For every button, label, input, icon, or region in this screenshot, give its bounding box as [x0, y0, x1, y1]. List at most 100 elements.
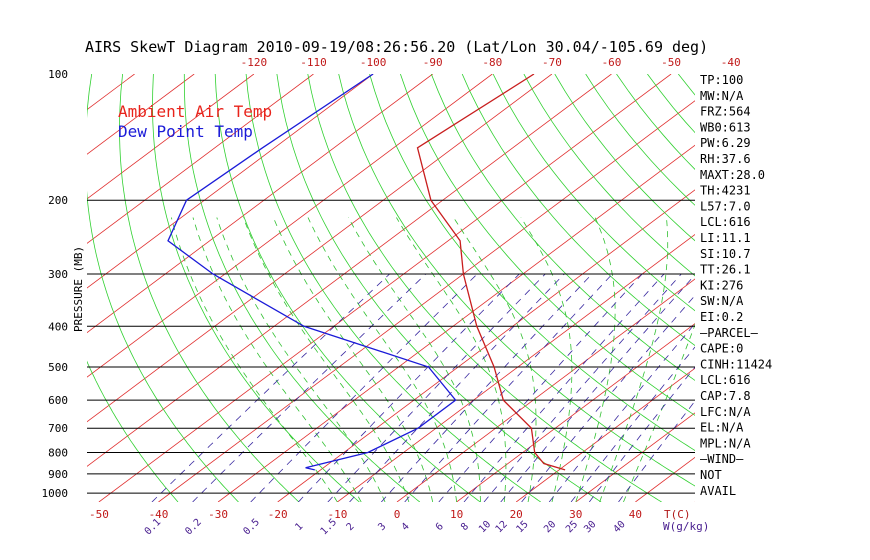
index-label: AVAIL	[700, 484, 736, 498]
mixing-ratio-tick-label: 25	[564, 519, 580, 535]
moist-adiabat-line	[242, 217, 410, 502]
index-label: NOT	[700, 468, 722, 482]
moist-adiabat-line	[171, 217, 338, 502]
bottom-temp-tick-labels: -50 -40 -30 -20 -10 0 10 20 30 40	[89, 508, 642, 521]
bottom-temp-tick-label: 20	[510, 508, 523, 521]
mixing-ratio-tick-label: 0.2	[183, 517, 204, 538]
isotherm-line	[87, 74, 195, 155]
mixing-ratio-tick-label: 40	[611, 519, 627, 535]
isotherm-line	[158, 100, 695, 502]
mixing-ratio-tick-label: 8	[459, 521, 471, 533]
isotherm-line	[87, 74, 314, 244]
moist-adiabat-line	[273, 217, 434, 502]
pressure-tick-label: 400	[48, 320, 68, 333]
dry-adiabat-line	[87, 74, 239, 502]
mixing-ratio-tick-label: 12	[494, 519, 510, 535]
legend-dew-point-temp: Dew Point Temp	[118, 122, 253, 141]
pressure-tick-label: 800	[48, 447, 68, 460]
isotherm-line	[635, 456, 695, 502]
bottom-temp-tick-label: 0	[394, 508, 401, 521]
moist-adiabat-line	[520, 217, 573, 502]
isotherm-line	[515, 367, 695, 502]
top-temp-tick-label: -40	[721, 56, 741, 69]
isotherm-lines	[87, 74, 695, 502]
moist-adiabat-line	[216, 217, 386, 502]
plot-area	[87, 74, 870, 502]
mixing-ratio-line	[298, 273, 520, 502]
pressure-tick-label: 600	[48, 394, 68, 407]
top-temp-tick-label: -60	[602, 56, 622, 69]
top-temp-tick-label: -80	[482, 56, 502, 69]
legend: Ambient Air Temp Dew Point Temp	[118, 102, 272, 141]
moist-adiabat-line	[192, 217, 362, 502]
dry-adiabat-line	[214, 74, 481, 502]
index-label: TT:26.1	[700, 263, 751, 277]
top-temp-tick-label: -120	[241, 56, 268, 69]
pressure-tick-label: 900	[48, 468, 68, 481]
dry-adiabat-line	[338, 74, 695, 487]
mixing-ratio-line	[521, 294, 695, 502]
mixing-ratio-tick-label: 10	[477, 519, 493, 535]
mixing-ratio-line	[463, 273, 665, 502]
index-label: RH:37.6	[700, 152, 751, 166]
top-temp-tick-label: -50	[661, 56, 681, 69]
isotherm-line	[337, 233, 695, 502]
dry-adiabat-line	[864, 74, 870, 502]
moist-adiabat-line	[453, 217, 537, 502]
top-temp-tick-labels: -120 -110 -100 -90 -80 -70 -60 -50 -40	[241, 56, 741, 69]
dry-adiabat-line	[647, 74, 695, 134]
dry-adiabat-line	[119, 74, 300, 502]
mixing-ratio-line	[381, 273, 593, 502]
mixing-ratio-tick-label: 0.5	[241, 517, 262, 538]
dry-adiabat-line	[369, 74, 695, 451]
bottom-temp-tick-label: -40	[149, 508, 169, 521]
isotherm-line	[87, 74, 433, 334]
mixing-ratio-tick-label: 1	[293, 521, 305, 533]
pressure-tick-label: 200	[48, 194, 68, 207]
mixing-ratio-line	[570, 346, 695, 502]
mixing-ratio-lines	[151, 273, 695, 502]
index-label: EI:0.2	[700, 310, 743, 324]
index-label: WB0:613	[700, 120, 751, 134]
isotherm-line	[217, 144, 695, 502]
pressure-tick-label: 300	[48, 268, 68, 281]
index-label: —PARCEL—	[700, 326, 759, 340]
index-label: LCL:616	[700, 373, 751, 387]
mixing-ratio-tick-label: 3	[376, 521, 388, 533]
index-label: LI:11.1	[700, 231, 751, 245]
pressure-tick-label: 1000	[42, 487, 69, 500]
isotherm-line	[87, 74, 612, 467]
index-label: —WIND—	[700, 452, 744, 466]
bottom-temp-tick-label: 30	[569, 508, 582, 521]
index-label: MPL:N/A	[700, 436, 751, 450]
bottom-temp-tick-label: 40	[629, 508, 642, 521]
index-label: TH:4231	[700, 184, 751, 198]
isobar-lines	[87, 199, 695, 494]
dry-adiabat-line	[523, 74, 695, 277]
isotherm-line	[98, 74, 672, 502]
mixing-ratio-line	[151, 273, 390, 502]
dry-adiabat-line	[307, 74, 662, 502]
mixing-ratio-line	[548, 323, 695, 502]
mixing-ratio-line	[192, 273, 427, 502]
mixing-ratio-line	[349, 273, 565, 502]
isotherm-line	[575, 412, 695, 502]
index-label: PW:6.29	[700, 136, 751, 150]
isotherm-line	[87, 74, 553, 423]
chart-title: AIRS SkewT Diagram 2010-09-19/08:26:56.2…	[85, 38, 708, 56]
dry-adiabat-line	[430, 74, 695, 381]
index-label: CINH:11424	[700, 357, 772, 371]
index-label: LCL:616	[700, 215, 751, 229]
pressure-tick-label: 700	[48, 422, 68, 435]
legend-ambient-air-temp: Ambient Air Temp	[118, 102, 272, 121]
mixing-ratio-tick-label: 2	[345, 521, 357, 533]
y-axis-label: PRESSURE (MB)	[72, 246, 85, 332]
dry-adiabat-line	[183, 74, 421, 502]
dry-adiabat-line	[276, 74, 602, 502]
index-label: SI:10.7	[700, 247, 751, 261]
mixing-ratio-axis-label: W(g/kg)	[663, 520, 709, 533]
mixing-ratio-line	[438, 273, 643, 502]
moist-adiabat-line	[575, 217, 616, 502]
mixing-ratio-line	[404, 273, 613, 502]
